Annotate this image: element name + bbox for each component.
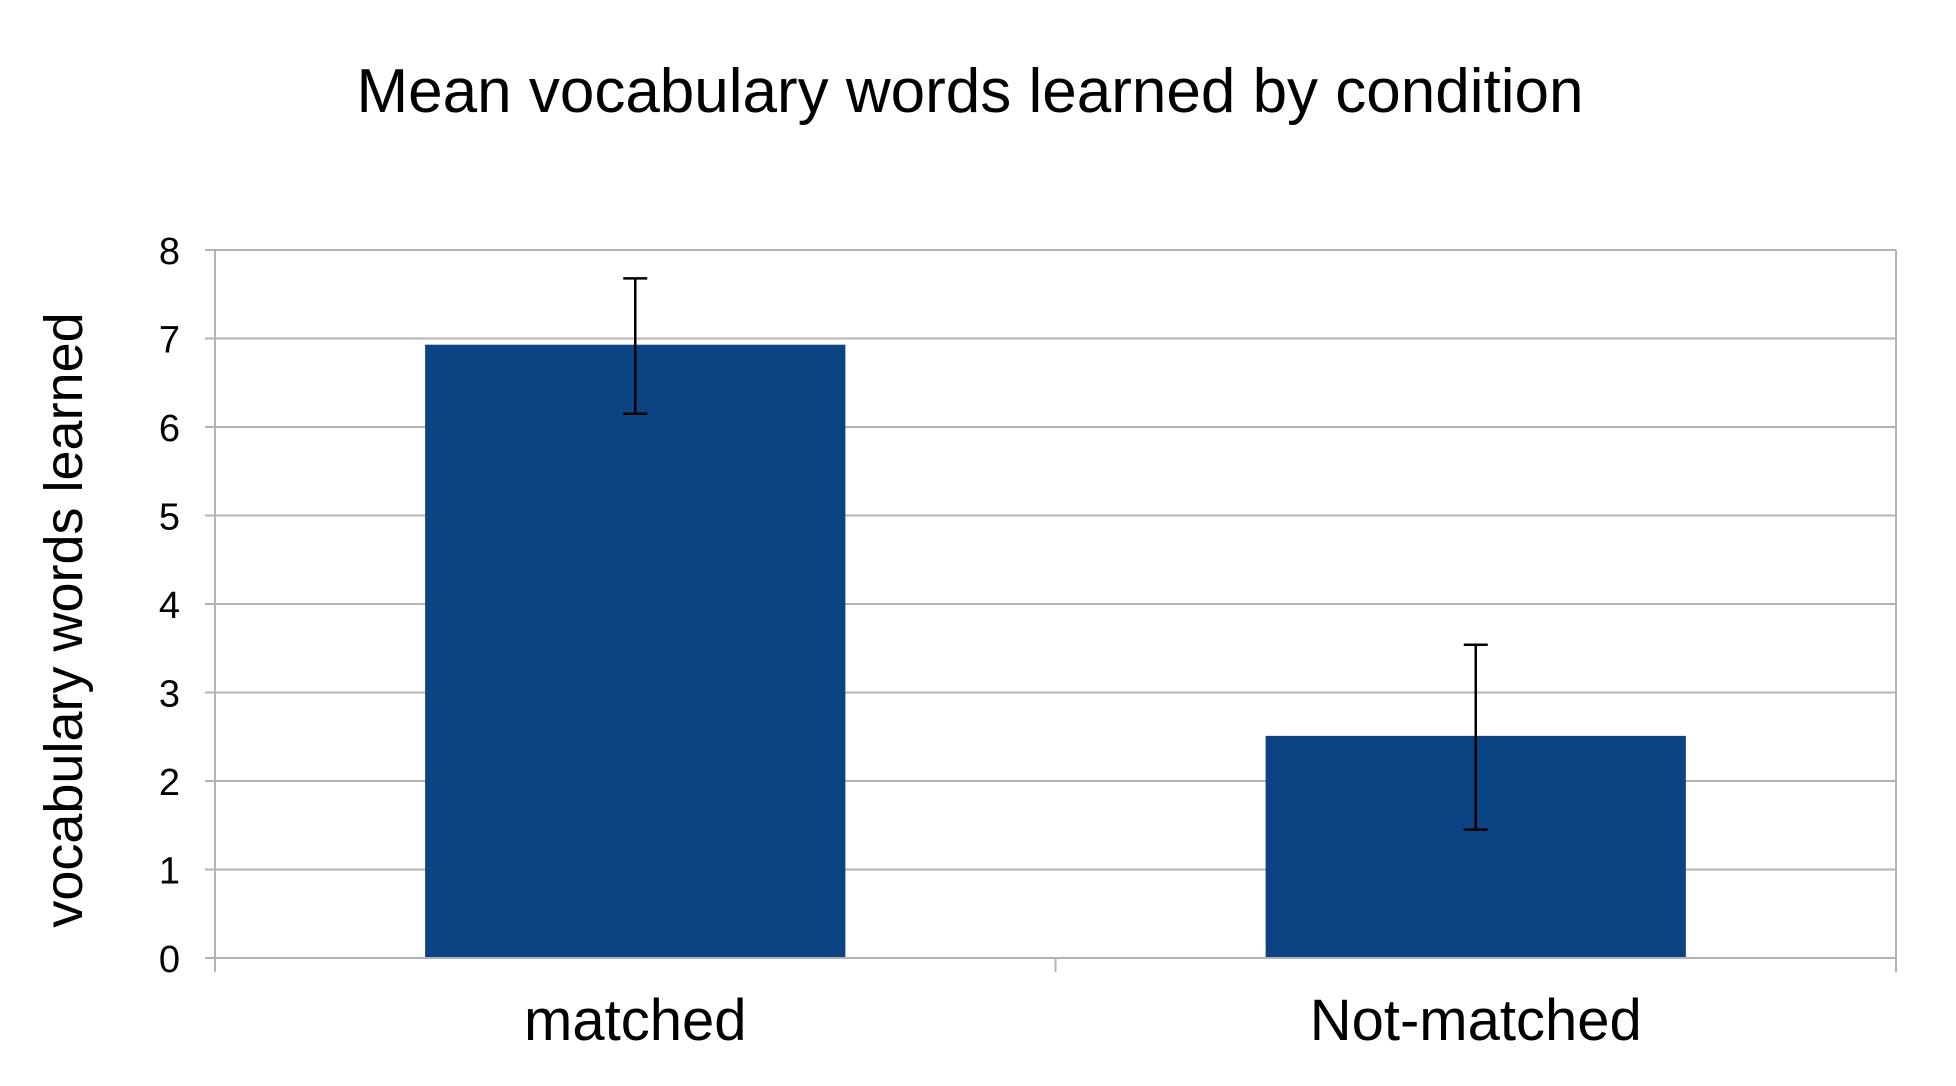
y-axis-ticks: 0 1 2 3 4 5 6 7 8 bbox=[159, 231, 215, 981]
x-tick-label: Not-matched bbox=[1310, 988, 1642, 1053]
x-tick-label: matched bbox=[524, 988, 746, 1053]
error-bars bbox=[623, 277, 1488, 831]
y-axis-label: vocabulary words learned bbox=[34, 312, 94, 927]
y-tick-label: 3 bbox=[159, 674, 180, 716]
y-tick-label: 8 bbox=[159, 231, 180, 273]
axes bbox=[214, 250, 1897, 972]
bars bbox=[425, 344, 1686, 958]
y-tick-label: 7 bbox=[159, 320, 180, 362]
y-tick-label: 2 bbox=[159, 762, 180, 804]
chart-title: Mean vocabulary words learned by conditi… bbox=[357, 57, 1584, 126]
y-tick-label: 6 bbox=[159, 408, 180, 450]
y-tick-label: 1 bbox=[159, 851, 180, 893]
bar-matched bbox=[425, 344, 846, 958]
y-tick-label: 0 bbox=[159, 939, 180, 981]
y-tick-label: 5 bbox=[159, 497, 180, 539]
x-axis-tick-labels: matched Not-matched bbox=[524, 988, 1642, 1053]
y-tick-label: 4 bbox=[159, 585, 180, 627]
